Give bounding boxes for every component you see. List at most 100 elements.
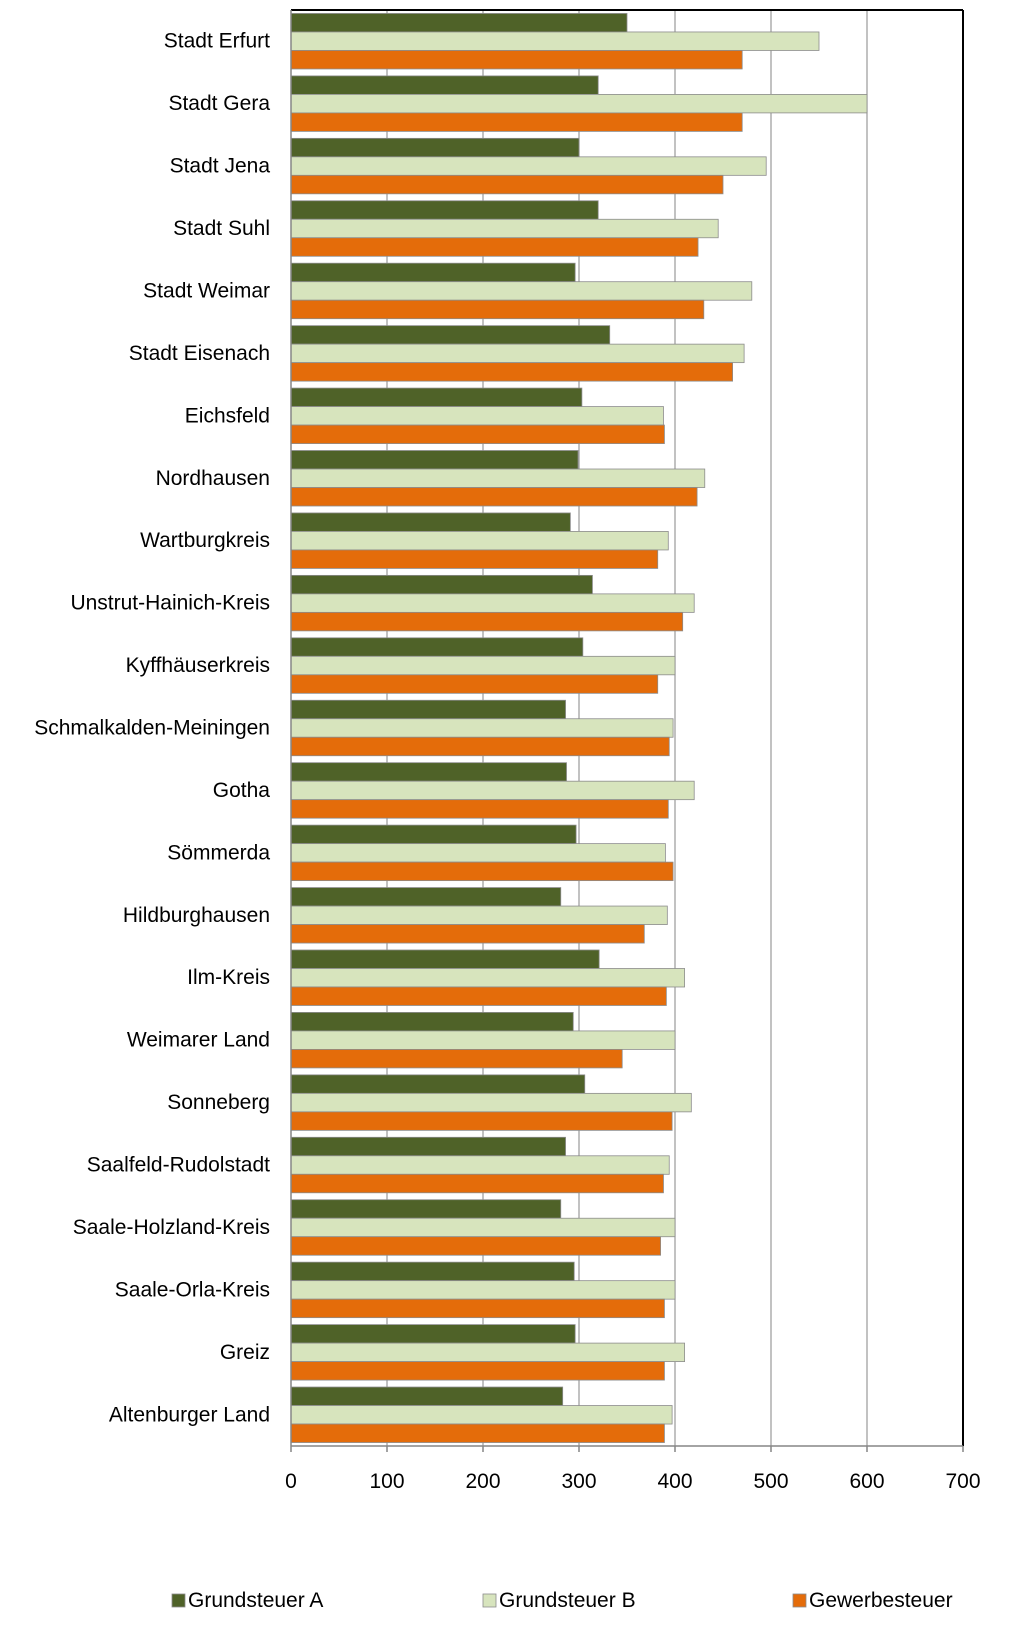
bar-gewerbesteuer — [290, 50, 743, 70]
bar-grundsteuer-b — [290, 94, 868, 114]
bar-grundsteuer-b — [290, 1405, 673, 1425]
bar-gewerbesteuer — [290, 1173, 664, 1194]
category-label: Sömmerda — [167, 841, 270, 864]
bar-gewerbesteuer — [290, 799, 669, 819]
bar-gewerbesteuer — [290, 1049, 623, 1069]
bar-grundsteuer-b — [290, 531, 669, 551]
category-label: Schmalkalden-Meiningen — [34, 717, 270, 740]
x-tick-label: 300 — [561, 1470, 596, 1493]
bar-gewerbesteuer — [290, 1361, 665, 1381]
bar-gewerbesteuer — [290, 174, 724, 195]
bar-grundsteuer-a — [290, 1324, 576, 1344]
bar-grundsteuer-b — [290, 1092, 692, 1113]
bar-gewerbesteuer — [290, 362, 734, 382]
bar-grundsteuer-a — [290, 450, 579, 470]
category-label: Unstrut-Hainich-Kreis — [70, 592, 270, 615]
category-label: Gotha — [213, 779, 271, 802]
bar-gewerbesteuer — [290, 424, 665, 444]
bar-gewerbesteuer — [290, 986, 667, 1006]
bar-gewerbesteuer — [290, 1111, 673, 1131]
x-tick-label: 100 — [369, 1470, 404, 1493]
bar-grundsteuer-a — [290, 824, 577, 845]
bar-gewerbesteuer — [290, 112, 743, 132]
bar-grundsteuer-b — [290, 31, 820, 51]
category-label: Sonneberg — [167, 1091, 270, 1114]
category-label: Kyffhäuserkreis — [126, 654, 270, 677]
legend-swatch — [792, 1593, 807, 1608]
bar-grundsteuer-a — [290, 1386, 564, 1406]
category-label: Altenburger Land — [109, 1403, 270, 1426]
bar-grundsteuer-b — [290, 655, 676, 676]
legend-label: Grundsteuer B — [499, 1589, 636, 1612]
bar-grundsteuer-a — [290, 387, 583, 407]
bar-grundsteuer-a — [290, 949, 600, 969]
bar-gewerbesteuer — [290, 1423, 665, 1443]
bar-grundsteuer-a — [290, 1261, 575, 1282]
category-label: Eichsfeld — [185, 404, 270, 427]
bar-grundsteuer-b — [290, 468, 706, 488]
bar-grundsteuer-b — [290, 593, 695, 613]
category-label: Stadt Jena — [170, 155, 271, 178]
bar-grundsteuer-a — [290, 512, 571, 532]
x-tick-label: 400 — [657, 1470, 692, 1493]
legend-label: Gewerbesteuer — [809, 1589, 953, 1612]
category-label: Stadt Weimar — [143, 279, 270, 302]
category-label: Stadt Erfurt — [164, 30, 270, 53]
legend-label: Grundsteuer A — [188, 1589, 323, 1612]
x-tick-label: 700 — [945, 1470, 980, 1493]
bar-gewerbesteuer — [290, 736, 670, 757]
bar-grundsteuer-b — [290, 1030, 676, 1050]
bar-grundsteuer-b — [290, 156, 767, 176]
bar-grundsteuer-a — [290, 699, 566, 720]
bar-grundsteuer-a — [290, 200, 599, 220]
bar-gewerbesteuer — [290, 861, 674, 882]
category-label: Saale-Holzland-Kreis — [73, 1216, 270, 1239]
x-tick-label: 200 — [465, 1470, 500, 1493]
bar-grundsteuer-a — [290, 887, 562, 907]
bar-grundsteuer-b — [290, 1342, 686, 1362]
bar-gewerbesteuer — [290, 924, 645, 944]
bar-gewerbesteuer — [290, 1236, 662, 1256]
bar-grundsteuer-a — [290, 75, 599, 95]
x-tick-label: 600 — [849, 1470, 884, 1493]
category-label: Hildburghausen — [123, 904, 270, 927]
category-label: Saalfeld-Rudolstadt — [87, 1154, 270, 1177]
bar-grundsteuer-a — [290, 1074, 586, 1094]
bar-grundsteuer-b — [290, 406, 664, 426]
bar-grundsteuer-b — [290, 718, 674, 738]
bar-gewerbesteuer — [290, 674, 659, 694]
bar-gewerbesteuer — [290, 237, 699, 257]
category-label: Stadt Suhl — [173, 217, 270, 240]
bar-grundsteuer-b — [290, 1217, 676, 1238]
bar-gewerbesteuer — [290, 487, 698, 507]
bar-grundsteuer-a — [290, 262, 576, 283]
bar-grundsteuer-b — [290, 1280, 676, 1300]
bar-grundsteuer-a — [290, 762, 567, 782]
bar-grundsteuer-a — [290, 325, 611, 345]
x-tick-label: 500 — [753, 1470, 788, 1493]
bar-grundsteuer-b — [290, 843, 666, 863]
category-label: Weimarer Land — [127, 1029, 270, 1052]
category-label: Stadt Eisenach — [129, 342, 270, 365]
bar-grundsteuer-b — [290, 281, 753, 301]
bar-gewerbesteuer — [290, 299, 705, 320]
bar-gewerbesteuer — [290, 549, 659, 569]
bar-grundsteuer-b — [290, 1155, 670, 1175]
bar-grundsteuer-b — [290, 905, 668, 925]
bar-grundsteuer-b — [290, 968, 686, 988]
category-label: Greiz — [220, 1341, 270, 1364]
bar-grundsteuer-a — [290, 13, 628, 33]
bar-grundsteuer-a — [290, 574, 593, 595]
category-label: Saale-Orla-Kreis — [115, 1278, 270, 1301]
bar-grundsteuer-b — [290, 780, 695, 801]
x-tick-label: 0 — [285, 1470, 297, 1493]
bar-grundsteuer-a — [290, 137, 580, 158]
bar-grundsteuer-a — [290, 637, 584, 657]
legend-swatch — [171, 1593, 186, 1608]
bar-gewerbesteuer — [290, 1298, 665, 1319]
bar-grundsteuer-a — [290, 1199, 562, 1219]
bar-grundsteuer-a — [290, 1012, 574, 1032]
bar-grundsteuer-b — [290, 343, 745, 364]
